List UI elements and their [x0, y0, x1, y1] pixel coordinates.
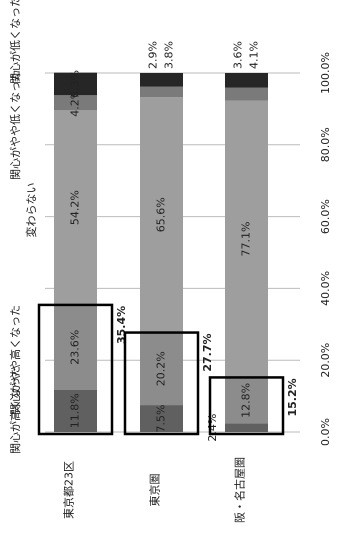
data-label: 20.2% — [155, 351, 168, 386]
data-label: 2.9% — [147, 41, 160, 69]
data-label: 3.8% — [163, 41, 176, 69]
series-label: 関心がやや低くなった — [8, 70, 22, 180]
y-tick-label: 100.0% — [319, 52, 332, 94]
bar-segment — [140, 405, 183, 432]
bar-segment — [140, 332, 183, 406]
y-tick-label: 20.0% — [319, 343, 332, 378]
data-label: 77.1% — [240, 222, 253, 257]
x-tick-label: 東京圏 — [148, 474, 162, 507]
series-label: 関心が高くなった — [8, 366, 22, 454]
data-label: 23.6% — [69, 330, 82, 365]
bar-segment — [225, 73, 268, 88]
highlight-box — [37, 303, 114, 436]
bar-segment — [54, 95, 97, 111]
bar-segment — [225, 377, 268, 424]
bar-segment — [54, 389, 97, 432]
data-label: 65.6% — [155, 197, 168, 232]
data-label: 54.2% — [69, 190, 82, 225]
bar-segment — [54, 110, 97, 305]
y-tick-label: 0.0% — [319, 418, 332, 446]
series-label: 関心がやや高くなった — [8, 305, 22, 415]
highlight-box — [208, 376, 285, 436]
x-tick-label: 東京都23区 — [62, 461, 76, 519]
highlight-box — [123, 331, 200, 436]
y-tick-label: 80.0% — [319, 127, 332, 162]
data-label: 7.5% — [155, 405, 168, 433]
data-label: 4.2% — [69, 89, 82, 117]
bar-segment — [140, 97, 183, 333]
data-label: 2.4% — [206, 414, 219, 442]
x-tick-label: 阪・名古屋圏 — [233, 457, 247, 523]
data-label: 3.6% — [232, 41, 245, 69]
total-label: 15.2% — [286, 378, 299, 416]
bar-segment — [225, 87, 268, 101]
data-label: 4.1% — [248, 41, 261, 69]
bar-segment — [54, 72, 97, 96]
series-label: 関心が低くなった — [8, 0, 22, 84]
bar-segment — [140, 86, 183, 98]
bar-segment — [54, 304, 97, 390]
series-label: 変わらない — [24, 183, 38, 238]
data-label: 6.3% — [69, 70, 82, 98]
total-label: 27.7% — [201, 333, 214, 371]
bar-segment — [140, 73, 183, 87]
data-label: 11.8% — [69, 393, 82, 428]
bar-segment — [225, 423, 268, 432]
bar-segment — [225, 100, 268, 378]
data-label: 12.8% — [240, 383, 253, 418]
y-tick-label: 40.0% — [319, 271, 332, 306]
y-tick-label: 60.0% — [319, 199, 332, 234]
